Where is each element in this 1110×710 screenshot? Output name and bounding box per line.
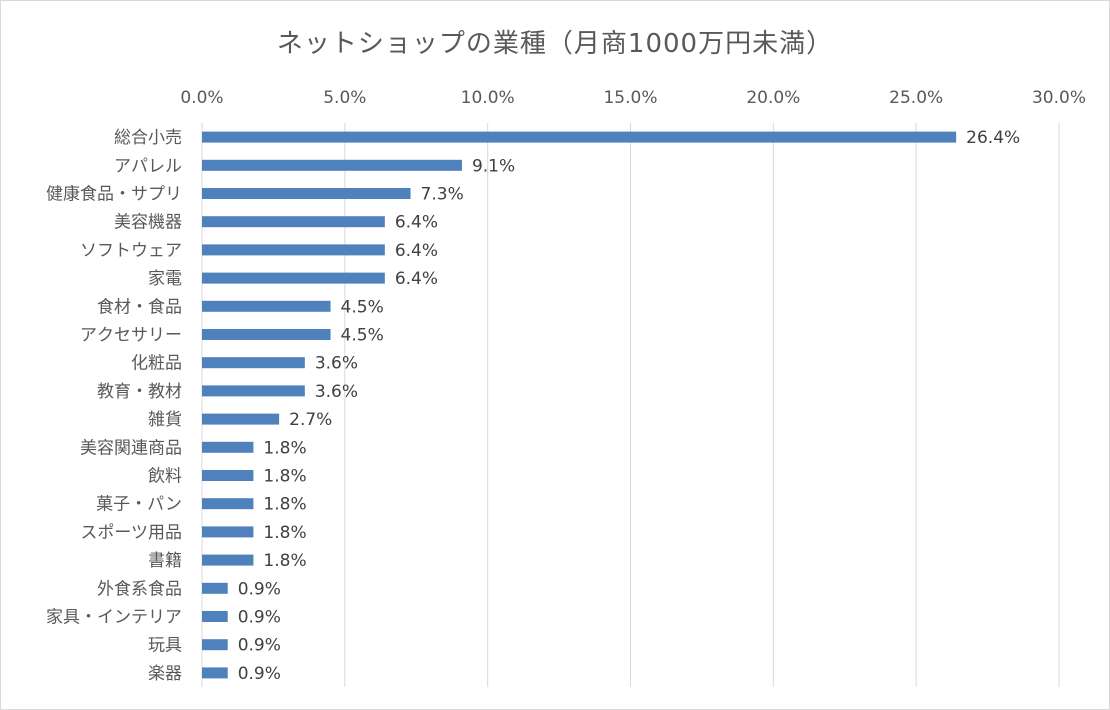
bar [202,244,385,256]
bar [202,216,385,228]
data-label: 1.8% [263,495,306,515]
x-tick-label: 0.0% [180,88,223,108]
bar [202,639,228,651]
bar [202,357,305,369]
data-label: 3.6% [315,354,358,374]
data-label: 2.7% [289,410,332,430]
data-label: 6.4% [395,269,438,289]
data-label: 26.4% [966,128,1020,148]
x-tick-label: 15.0% [603,88,657,108]
x-tick-label: 10.0% [461,88,515,108]
x-tick-label: 25.0% [889,88,943,108]
data-label: 3.6% [315,382,358,402]
data-label: 4.5% [341,326,384,346]
category-label: 家電 [148,269,182,289]
bar [202,498,254,510]
bar [202,385,305,397]
category-label: 雑貨 [148,410,182,430]
bar [202,470,254,481]
bar [202,667,228,679]
data-label: 7.3% [421,185,464,205]
bar [202,526,254,538]
category-label: 教育・教材 [97,382,182,402]
bar [202,272,385,284]
category-label: ソフトウェア [80,241,182,261]
category-label: 家具・インテリア [46,608,182,628]
bar [202,131,957,143]
data-label: 6.4% [395,213,438,233]
data-label: 0.9% [238,636,281,656]
category-label: 書籍 [148,551,182,571]
bar [202,611,228,622]
category-label: 食材・食品 [97,297,182,317]
bar [202,413,280,425]
chart-title: ネットショップの業種（月商1000万円未満） [276,29,834,59]
data-label: 1.8% [263,467,306,487]
data-label: 0.9% [238,608,281,628]
data-label: 1.8% [263,438,306,458]
bar [202,329,331,340]
data-label: 9.1% [472,156,515,176]
category-label: 菓子・パン [96,495,182,515]
bar [202,441,254,453]
data-label: 0.9% [238,579,281,599]
bar [202,582,228,594]
category-label: 美容機器 [114,213,182,233]
data-label: 0.9% [238,664,281,684]
category-label: 飲料 [148,467,182,487]
bar [202,554,254,566]
data-label: 4.5% [341,297,384,317]
category-label: 化粧品 [131,354,182,374]
category-label: スポーツ用品 [80,523,182,543]
bar [202,300,331,312]
x-tick-label: 30.0% [1032,88,1086,108]
category-label: 健康食品・サプリ [46,185,182,205]
x-tick-label: 20.0% [746,88,800,108]
x-tick-label: 5.0% [323,88,366,108]
data-label: 6.4% [395,241,438,261]
category-label: 総合小売 [114,128,182,148]
category-label: 玩具 [148,636,182,656]
bar [202,188,411,199]
data-label: 1.8% [263,551,306,571]
bar [202,159,462,171]
category-label: アパレル [114,156,182,176]
category-label: 楽器 [148,664,182,684]
data-label: 1.8% [263,523,306,543]
category-label: アクセサリー [80,326,182,346]
category-label: 美容関連商品 [80,438,182,458]
category-label: 外食系食品 [97,579,182,599]
